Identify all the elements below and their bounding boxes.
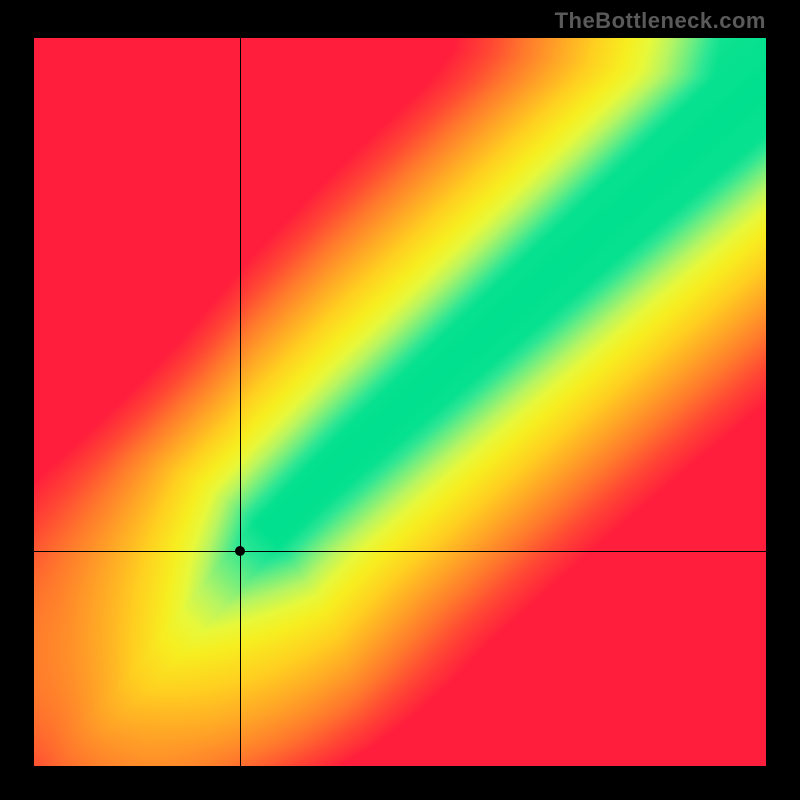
bottleneck-heatmap [34, 38, 766, 766]
watermark: TheBottleneck.com [555, 8, 766, 34]
heatmap-canvas [34, 38, 766, 766]
crosshair-horizontal [34, 551, 766, 552]
crosshair-point [235, 546, 245, 556]
crosshair-vertical [240, 38, 241, 766]
